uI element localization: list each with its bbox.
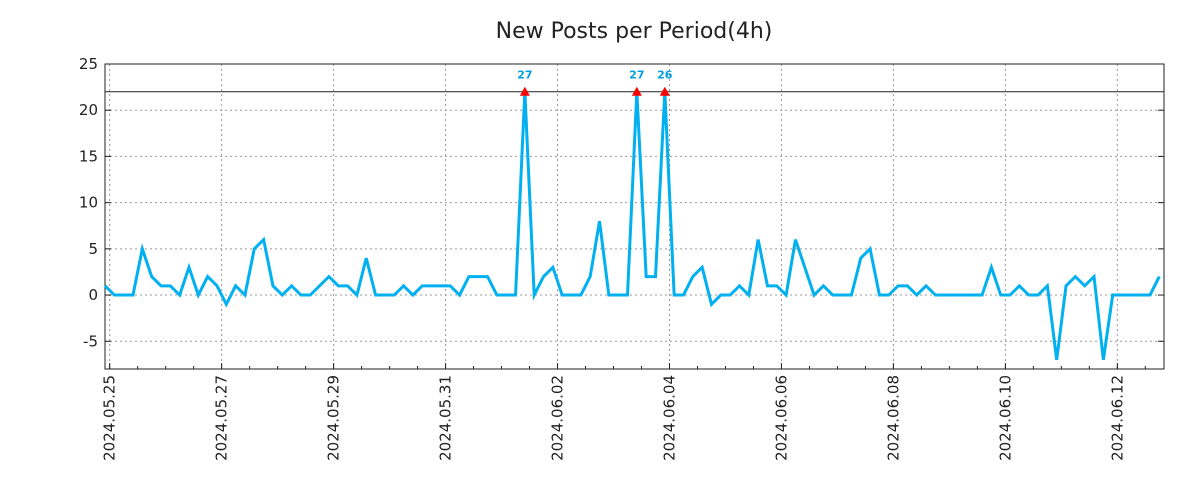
clipped-value-label: 26 <box>657 69 673 82</box>
y-tick-label: 15 <box>79 147 98 165</box>
x-tick-label: 2024.06.02 <box>549 375 567 461</box>
clipped-value-label: 27 <box>629 69 644 82</box>
x-tick-label: 2024.05.27 <box>213 375 231 461</box>
x-tick-label: 2024.06.08 <box>884 375 902 461</box>
tick-labels: -5 0 5 10 15 20 25 2024.05.25 2024.05.27 2024.05.… <box>79 55 1126 461</box>
y-tick-label: 20 <box>79 101 98 119</box>
x-tick-label: 2024.05.29 <box>325 375 343 461</box>
clipped-marker <box>659 86 670 96</box>
grid <box>105 64 1164 369</box>
chart-title: New Posts per Period(4h) <box>496 19 773 44</box>
x-tick-label: 2024.05.25 <box>101 375 119 461</box>
x-tick-label: 2024.06.06 <box>772 375 790 461</box>
clipped-marker <box>631 86 642 96</box>
series: 27 27 26 <box>103 69 1161 360</box>
plot-frame <box>104 63 1165 370</box>
clipped-marker <box>519 86 530 96</box>
series-line <box>103 91 1161 360</box>
y-tick-label: 10 <box>79 194 98 212</box>
x-tick-label: 2024.06.10 <box>996 375 1014 461</box>
y-tick-label: 5 <box>88 240 98 258</box>
x-tick-label: 2024.06.12 <box>1108 375 1126 461</box>
y-tick-label: 0 <box>88 286 98 304</box>
y-tick-label: 25 <box>79 55 98 73</box>
clipped-value-label: 27 <box>517 69 532 82</box>
x-tick-label: 2024.06.04 <box>660 375 678 461</box>
x-tick-label: 2024.05.31 <box>437 375 455 461</box>
y-tick-label: -5 <box>83 332 98 350</box>
